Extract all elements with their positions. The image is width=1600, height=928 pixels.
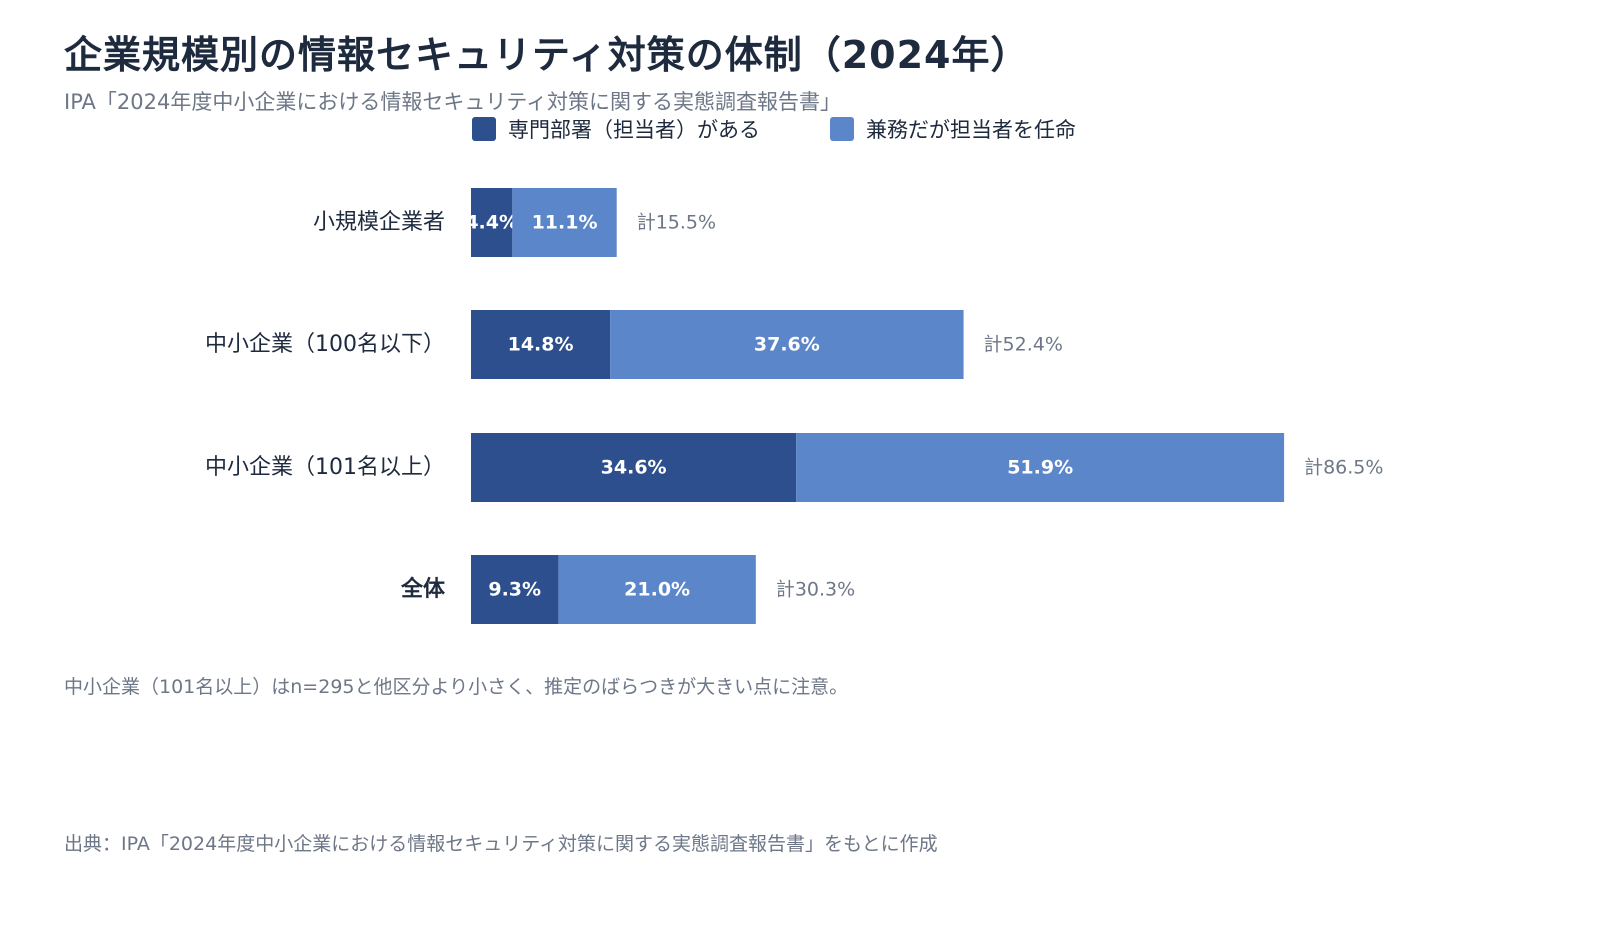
category-label: 小規模企業者: [313, 210, 445, 235]
category-label: 中小企業（101名以上）: [205, 455, 445, 480]
legend-label-concurrent: 兼務だが担当者を任命: [866, 118, 1076, 142]
bar-segment-dedicated: [471, 310, 611, 379]
bar-segment-concurrent: [512, 188, 617, 257]
data-label: 4.4%: [465, 212, 518, 234]
total-label: 計15.5%: [637, 212, 716, 234]
legend-swatch-concurrent: [830, 117, 854, 141]
stacked-bar-chart: 小規模企業者 4.4% 11.1% 計15.5% 中小企業（100名以下） 14.8% 37…: [205, 188, 1383, 624]
bar-segment-dedicated: [471, 555, 559, 624]
category-label: 中小企業（100名以下）: [205, 332, 445, 357]
total-label: 計86.5%: [1304, 457, 1383, 479]
chart-note: 中小企業（101名以上）はn=295と他区分より小さく、推定のばらつきが大きい点…: [64, 676, 849, 698]
bar-segment-dedicated: [471, 433, 797, 502]
chart-legend: 専門部署（担当者）がある 兼務だが担当者を任命: [472, 114, 1076, 144]
legend-label-dedicated: 専門部署（担当者）がある: [508, 118, 760, 142]
legend-swatch-dedicated: [472, 117, 496, 141]
bar-segment-concurrent: [558, 555, 756, 624]
data-label: 37.6%: [754, 334, 820, 356]
data-label: 51.9%: [1007, 457, 1073, 479]
category-label: 全体: [400, 576, 446, 602]
data-label: 34.6%: [601, 457, 667, 479]
legend-item-concurrent: 兼務だが担当者を任命: [830, 114, 1076, 144]
bar-segment-dedicated: [471, 188, 513, 257]
data-label: 21.0%: [624, 579, 690, 601]
bar-segment-concurrent: [796, 433, 1285, 502]
legend-item-dedicated: 専門部署（担当者）がある: [472, 114, 760, 144]
data-label: 9.3%: [488, 579, 541, 601]
total-label: 計30.3%: [776, 579, 855, 601]
data-label: 14.8%: [508, 334, 574, 356]
chart-title: 企業規模別の情報セキュリティ対策の体制（2024年）: [64, 33, 1030, 77]
chart-source: 出典：IPA「2024年度中小企業における情報セキュリティ対策に関する実態調査報…: [64, 833, 938, 855]
data-label: 11.1%: [532, 212, 598, 234]
total-label: 計52.4%: [984, 334, 1063, 356]
bar-segment-concurrent: [610, 310, 964, 379]
chart-subtitle: IPA「2024年度中小企業における情報セキュリティ対策に関する実態調査報告書」: [64, 90, 842, 114]
